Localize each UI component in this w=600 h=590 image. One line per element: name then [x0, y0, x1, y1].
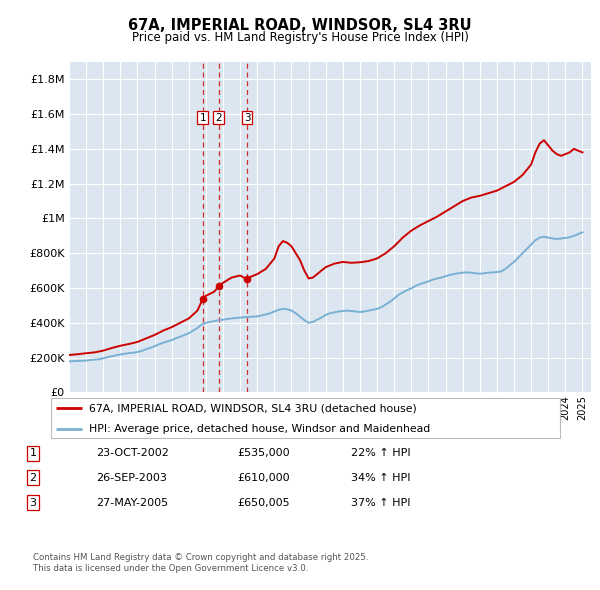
- Text: £535,000: £535,000: [237, 448, 290, 458]
- Text: 2: 2: [29, 473, 37, 483]
- Text: 23-OCT-2002: 23-OCT-2002: [96, 448, 169, 458]
- Text: 26-SEP-2003: 26-SEP-2003: [96, 473, 167, 483]
- FancyBboxPatch shape: [50, 398, 560, 438]
- Text: 37% ↑ HPI: 37% ↑ HPI: [351, 498, 410, 507]
- Text: £610,000: £610,000: [237, 473, 290, 483]
- Text: £650,005: £650,005: [237, 498, 290, 507]
- Text: Contains HM Land Registry data © Crown copyright and database right 2025.
This d: Contains HM Land Registry data © Crown c…: [33, 553, 368, 573]
- Text: Price paid vs. HM Land Registry's House Price Index (HPI): Price paid vs. HM Land Registry's House …: [131, 31, 469, 44]
- Text: 3: 3: [29, 498, 37, 507]
- Text: 3: 3: [244, 113, 250, 123]
- Text: 67A, IMPERIAL ROAD, WINDSOR, SL4 3RU: 67A, IMPERIAL ROAD, WINDSOR, SL4 3RU: [128, 18, 472, 32]
- Text: 2: 2: [215, 113, 222, 123]
- Text: HPI: Average price, detached house, Windsor and Maidenhead: HPI: Average price, detached house, Wind…: [89, 424, 431, 434]
- Text: 1: 1: [199, 113, 206, 123]
- Text: 34% ↑ HPI: 34% ↑ HPI: [351, 473, 410, 483]
- Text: 27-MAY-2005: 27-MAY-2005: [96, 498, 168, 507]
- Text: 1: 1: [29, 448, 37, 458]
- Text: 22% ↑ HPI: 22% ↑ HPI: [351, 448, 410, 458]
- Text: 67A, IMPERIAL ROAD, WINDSOR, SL4 3RU (detached house): 67A, IMPERIAL ROAD, WINDSOR, SL4 3RU (de…: [89, 403, 417, 413]
